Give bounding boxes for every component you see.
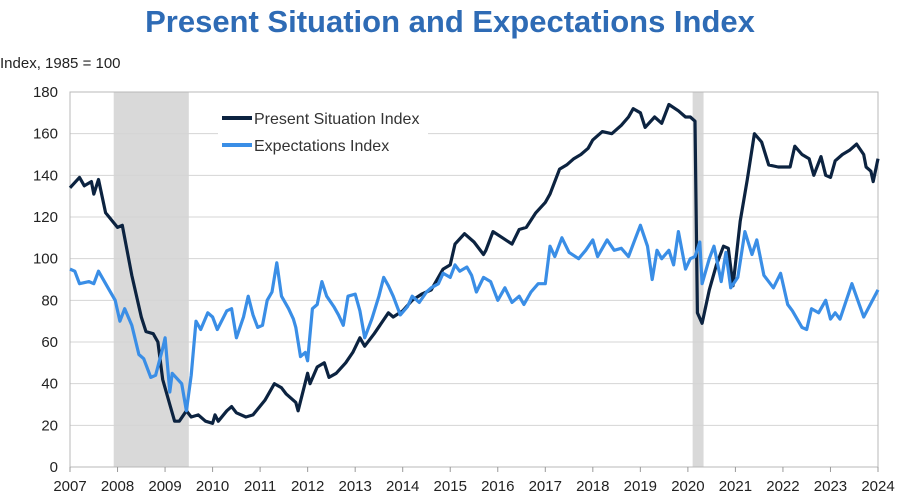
x-tick-label: 2011 [244, 478, 276, 495]
y-tick-label: 140 [33, 167, 58, 184]
y-tick-label: 180 [33, 84, 58, 101]
y-tick-label: 80 [41, 292, 58, 309]
chart-title: Present Situation and Expectations Index [145, 4, 755, 39]
series-line-expectations [69, 223, 880, 413]
x-tick-label: 2009 [148, 478, 181, 495]
y-tick-label: 120 [33, 209, 58, 226]
y-tick-label: 100 [33, 251, 58, 268]
recession-shading [113, 92, 189, 467]
x-tick-label: 2023 [814, 478, 847, 495]
series-line-present-situation [68, 102, 880, 425]
legend-box [218, 102, 428, 160]
x-tick-label: 2018 [576, 478, 609, 495]
plot-border [69, 91, 879, 468]
y-tick-label: 20 [41, 417, 58, 434]
y-tick-label: 160 [33, 126, 58, 143]
y-tick-label: 0 [50, 459, 58, 476]
x-tick-label: 2016 [481, 478, 514, 495]
x-tick-label: 2020 [671, 478, 704, 495]
x-tick-label: 2014 [386, 478, 419, 495]
legend-label: Present Situation Index [254, 111, 419, 128]
x-tick-label: 2010 [196, 478, 229, 495]
y-tick-label: 40 [41, 376, 58, 393]
x-tick-label: 2022 [766, 478, 799, 495]
x-tick-label: 2012 [291, 478, 324, 495]
x-tick-label: 2017 [529, 478, 562, 495]
x-tick-label: 2007 [53, 478, 86, 495]
x-tick-label: 2013 [338, 478, 371, 495]
x-tick-label: 2024 [861, 478, 894, 495]
y-tick-label: 60 [41, 334, 58, 351]
y-axis-label: Index, 1985 = 100 [0, 55, 121, 72]
x-tick-label: 2008 [101, 478, 134, 495]
legend-label: Expectations Index [254, 138, 389, 155]
x-tick-label: 2015 [434, 478, 467, 495]
x-tick-label: 2019 [624, 478, 657, 495]
x-tick-label: 2021 [719, 478, 752, 495]
